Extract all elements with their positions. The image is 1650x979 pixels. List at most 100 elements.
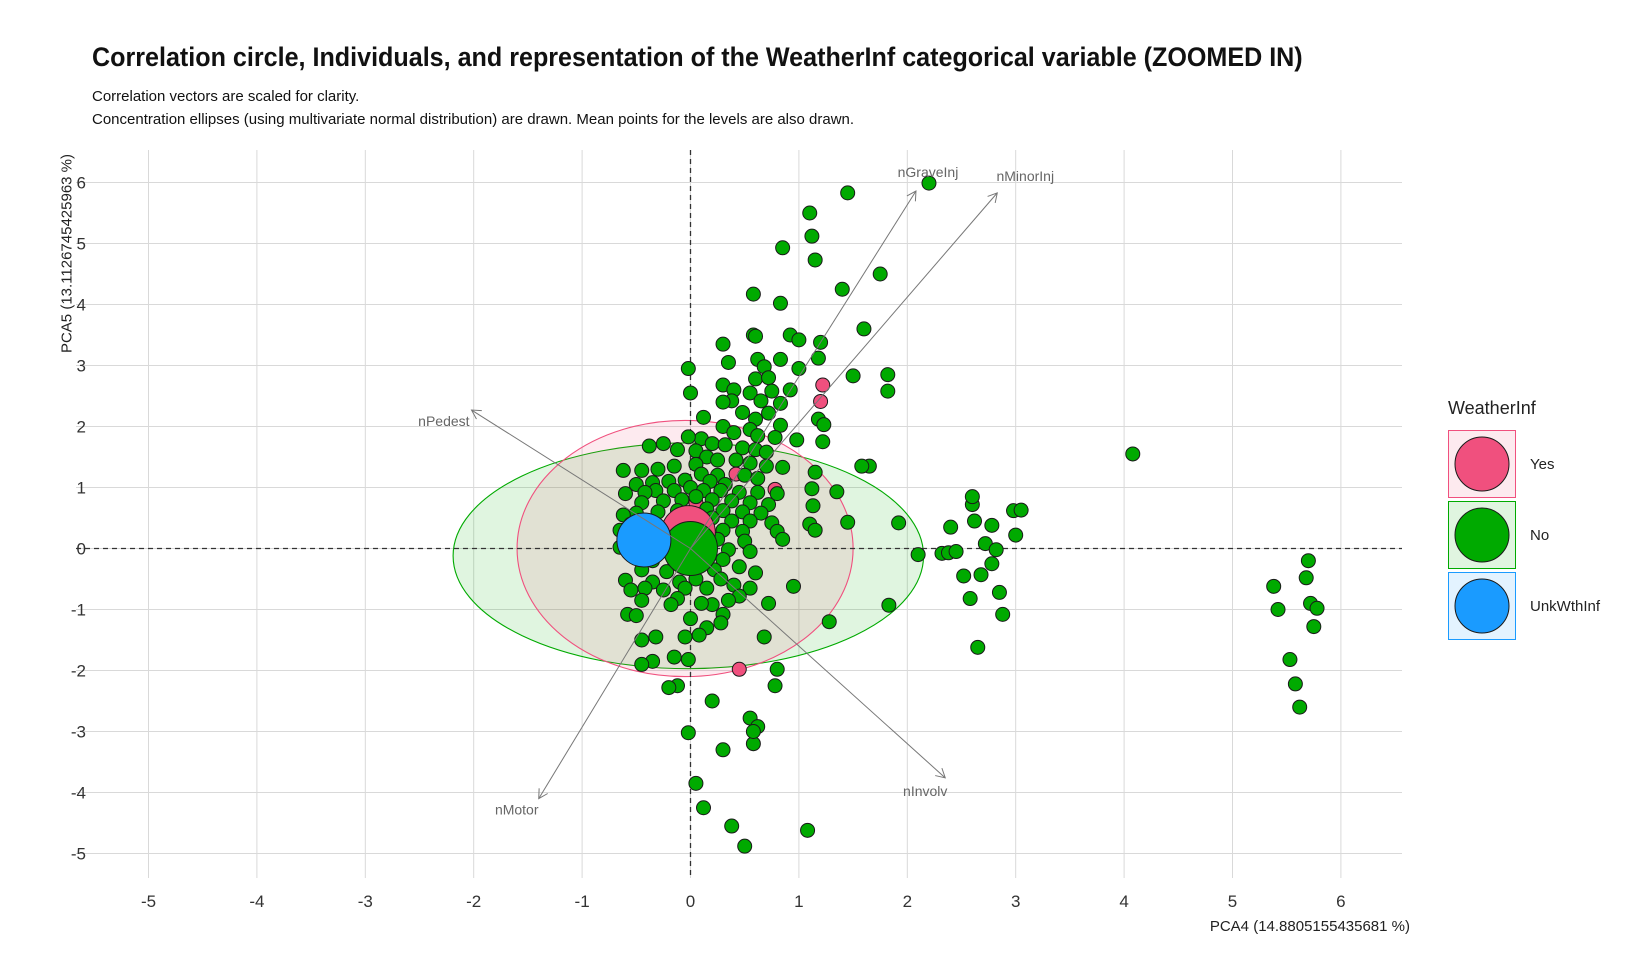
- point-no: [680, 429, 696, 445]
- point-no: [693, 595, 709, 611]
- vector-label-npedest: nPedest: [418, 413, 469, 429]
- point-no: [634, 462, 650, 478]
- point-no: [666, 458, 682, 474]
- point-no: [691, 627, 707, 643]
- x-tick-label: 4: [1119, 892, 1128, 911]
- point-no: [816, 417, 832, 433]
- point-no: [973, 567, 989, 583]
- x-tick-label: 5: [1228, 892, 1237, 911]
- point-no: [680, 725, 696, 741]
- point-no: [648, 629, 664, 645]
- point-no: [970, 639, 986, 655]
- point-no: [1266, 578, 1282, 594]
- point-no: [758, 458, 774, 474]
- point-no: [984, 556, 1000, 572]
- point-no: [623, 582, 639, 598]
- point-no: [991, 584, 1007, 600]
- point-no: [628, 608, 644, 624]
- point-no: [677, 629, 693, 645]
- legend-label-unkwthinf: UnkWthInf: [1530, 598, 1601, 615]
- point-no: [717, 437, 733, 453]
- vector-label-ngraveinj: nGraveInj: [898, 164, 959, 180]
- point-yes: [731, 661, 747, 677]
- point-no: [735, 404, 751, 420]
- point-no: [680, 361, 696, 377]
- point-no: [1282, 652, 1298, 668]
- point-no: [758, 444, 774, 460]
- point-no: [772, 295, 788, 311]
- point-no: [677, 580, 693, 596]
- chart-subtitle-line-1: Correlation vectors are scaled for clari…: [92, 88, 360, 105]
- point-yes: [815, 377, 831, 393]
- point-no: [805, 498, 821, 514]
- point-no: [807, 252, 823, 268]
- point-no: [713, 615, 729, 631]
- point-no: [761, 370, 777, 386]
- x-axis-title: PCA4 (14.8805155435681 %): [1209, 918, 1410, 935]
- point-no: [834, 281, 850, 297]
- point-no: [775, 240, 791, 256]
- legend-title: WeatherInf: [1448, 398, 1536, 418]
- x-tick-label: -4: [249, 892, 264, 911]
- tick-labels: -5 -4 -3 -2 -1 0 1 2 3 4 5 6 -5 -4 -3 -2 -1 0 1 2 3 4 5 6: [71, 174, 1346, 912]
- x-tick-label: -5: [141, 892, 156, 911]
- point-no: [617, 486, 633, 502]
- point-no: [742, 544, 758, 560]
- point-no: [1125, 446, 1141, 462]
- point-no: [964, 489, 980, 505]
- point-no: [704, 693, 720, 709]
- point-no: [856, 321, 872, 337]
- point-no: [683, 611, 698, 627]
- point-no: [789, 432, 805, 448]
- point-no: [737, 838, 753, 854]
- legend-key-unkwthinf: [1448, 572, 1516, 640]
- x-tick-label: 3: [1011, 892, 1020, 911]
- point-no: [680, 652, 696, 668]
- point-no: [750, 484, 766, 500]
- y-tick-label: 5: [77, 235, 86, 254]
- point-no: [742, 513, 758, 529]
- point-no: [728, 452, 744, 468]
- chart-subtitle-line-2: Concentration ellipses (using multivaria…: [92, 111, 855, 128]
- point-no: [791, 361, 807, 377]
- point-no: [854, 458, 870, 474]
- point-no: [921, 175, 937, 191]
- point-no: [1300, 553, 1316, 569]
- x-tick-label: 0: [686, 892, 695, 911]
- legend-label-yes: Yes: [1530, 456, 1555, 473]
- point-no: [753, 393, 769, 409]
- vector-label-nmotor: nMotor: [495, 802, 539, 818]
- legend-swatch-circle: [1454, 507, 1510, 563]
- x-tick-label: -2: [466, 892, 481, 911]
- point-no: [756, 629, 772, 645]
- point-no: [1292, 699, 1308, 715]
- point-no: [655, 436, 671, 452]
- point-no: [800, 822, 816, 838]
- vector-nmotor: [538, 548, 691, 800]
- point-no: [713, 571, 729, 587]
- point-no: [720, 354, 736, 370]
- point-no: [750, 428, 766, 444]
- point-no: [753, 505, 769, 521]
- legend-swatch-no: [1454, 507, 1510, 563]
- y-tick-label: -5: [71, 845, 86, 864]
- vector-nminorinj: [690, 192, 998, 549]
- legend-swatch-circle: [1454, 436, 1510, 492]
- point-no: [881, 597, 897, 613]
- point-no: [715, 551, 731, 567]
- point-no: [815, 434, 831, 450]
- point-no: [634, 656, 650, 672]
- chart-title: Correlation circle, Individuals, and rep…: [92, 42, 1303, 72]
- point-no: [761, 405, 777, 421]
- vector-label-nminorinj: nMinorInj: [996, 168, 1054, 184]
- point-no: [804, 481, 820, 497]
- point-no: [659, 564, 675, 580]
- point-no: [696, 800, 712, 816]
- vector-ninvolv: [690, 548, 947, 779]
- point-no: [891, 515, 907, 531]
- point-no: [802, 205, 818, 221]
- vector-ngraveinj: [690, 190, 917, 549]
- legend-key-yes: [1448, 430, 1516, 498]
